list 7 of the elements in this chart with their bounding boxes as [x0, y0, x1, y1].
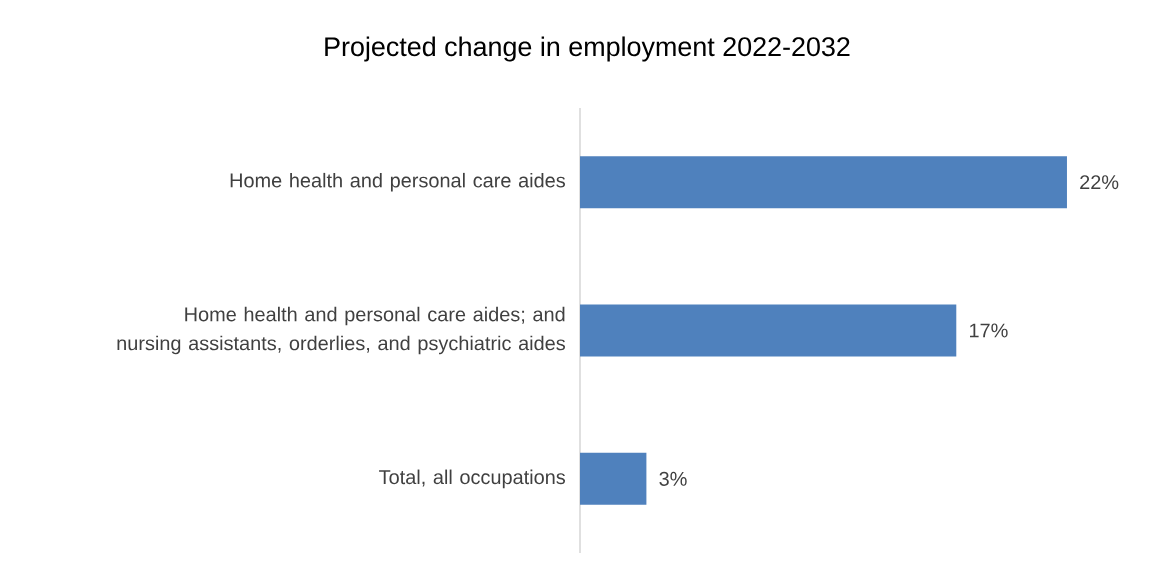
y-tick-label: Home health and personal care aides; and nursing assistants, orderlies, and psychiatric aides [117, 306, 565, 355]
y-tick-label: Home health and personal care aides [230, 172, 565, 192]
data-label: 17% [970, 323, 1008, 338]
data-label: 3% [659, 471, 687, 486]
data-label: 22% [1080, 175, 1119, 190]
y-tick-label: Total, all occupations [379, 469, 566, 489]
chart-title: Projected change in employment 2022-2032 [325, 36, 850, 62]
